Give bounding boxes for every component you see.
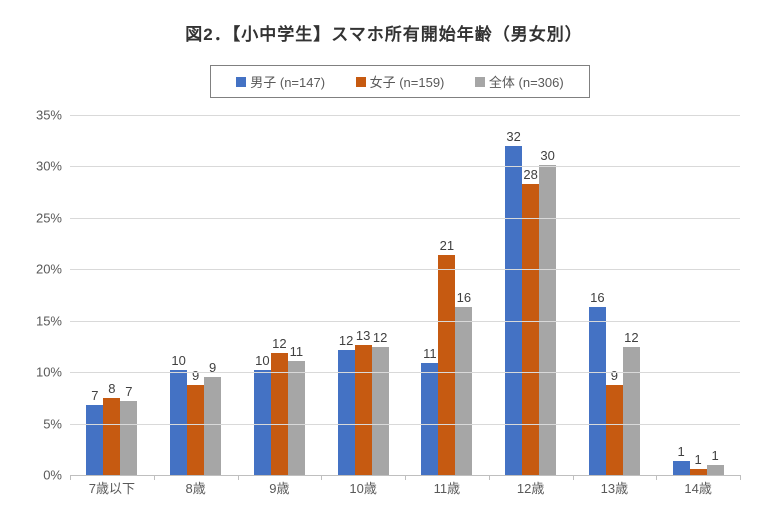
bar-男子: 10 — [254, 370, 271, 475]
bar-value-label: 9 — [611, 368, 618, 383]
legend-swatch-boys — [236, 77, 246, 87]
x-axis-label: 9歳 — [238, 478, 322, 497]
y-axis-label: 20% — [36, 262, 62, 277]
bar-男子: 12 — [338, 350, 355, 475]
bar-value-label: 1 — [712, 448, 719, 463]
y-axis-label: 10% — [36, 365, 62, 380]
bar-value-label: 12 — [272, 336, 286, 351]
y-axis-label: 30% — [36, 159, 62, 174]
bar-group: 16912 — [573, 115, 657, 475]
bar-value-label: 32 — [506, 129, 520, 144]
bar-男子: 16 — [589, 307, 606, 475]
chart-container: 図2．【小中学生】スマホ所有開始年齢（男女別） 男子 (n=147) 女子 (n… — [0, 0, 768, 527]
bar-value-label: 30 — [540, 148, 554, 163]
legend-label-girls: 女子 (n=159) — [370, 72, 445, 91]
bar-男子: 7 — [86, 405, 103, 475]
bar-group: 322830 — [489, 115, 573, 475]
bar-value-label: 7 — [125, 384, 132, 399]
y-axis-label: 0% — [43, 468, 62, 483]
legend-item-boys: 男子 (n=147) — [236, 72, 325, 91]
bar-value-label: 10 — [255, 353, 269, 368]
plot-area: 787109910121112131211211632283016912111 … — [70, 115, 740, 476]
bar-value-label: 1 — [678, 444, 685, 459]
x-axis-label: 7歳以下 — [70, 478, 154, 497]
y-axis-label: 25% — [36, 210, 62, 225]
bar-value-label: 13 — [356, 328, 370, 343]
bar-男子: 1 — [673, 461, 690, 475]
bar-value-label: 16 — [457, 290, 471, 305]
x-axis-label: 10歳 — [321, 478, 405, 497]
bar-女子: 1 — [690, 469, 707, 475]
grid-line — [70, 166, 740, 167]
bar-value-label: 11 — [423, 346, 437, 361]
bar-男子: 11 — [421, 363, 438, 475]
bar-女子: 12 — [271, 353, 288, 475]
bar-value-label: 10 — [171, 353, 185, 368]
grid-line — [70, 424, 740, 425]
legend-label-all: 全体 (n=306) — [489, 72, 564, 91]
x-axis-label: 11歳 — [405, 478, 489, 497]
bar-女子: 8 — [103, 398, 120, 475]
bars-area: 787109910121112131211211632283016912111 — [70, 115, 740, 475]
bar-全体: 12 — [372, 347, 389, 475]
bar-全体: 16 — [455, 307, 472, 475]
bar-全体: 9 — [204, 377, 221, 475]
bar-女子: 21 — [438, 255, 455, 475]
y-axis-label: 5% — [43, 416, 62, 431]
bar-group: 112116 — [405, 115, 489, 475]
x-axis-label: 13歳 — [573, 478, 657, 497]
bar-value-label: 8 — [108, 381, 115, 396]
x-tick — [740, 475, 741, 480]
bar-group: 121312 — [321, 115, 405, 475]
bar-全体: 11 — [288, 361, 305, 475]
legend-swatch-girls — [356, 77, 366, 87]
legend-item-girls: 女子 (n=159) — [356, 72, 445, 91]
bar-group: 101211 — [238, 115, 322, 475]
bar-男子: 10 — [170, 370, 187, 475]
bar-value-label: 9 — [192, 368, 199, 383]
legend-swatch-all — [475, 77, 485, 87]
bar-value-label: 1 — [695, 452, 702, 467]
bar-value-label: 28 — [523, 167, 537, 182]
y-axis-label: 35% — [36, 108, 62, 123]
chart-title: 図2．【小中学生】スマホ所有開始年齢（男女別） — [0, 0, 768, 55]
bar-value-label: 11 — [290, 344, 304, 359]
bar-value-label: 21 — [440, 238, 454, 253]
bar-女子: 9 — [187, 385, 204, 476]
legend-item-all: 全体 (n=306) — [475, 72, 564, 91]
y-axis-label: 15% — [36, 313, 62, 328]
bar-value-label: 16 — [590, 290, 604, 305]
legend-label-boys: 男子 (n=147) — [250, 72, 325, 91]
x-axis-label: 14歳 — [656, 478, 740, 497]
bar-value-label: 12 — [624, 330, 638, 345]
bar-group: 787 — [70, 115, 154, 475]
grid-line — [70, 115, 740, 116]
bar-女子: 9 — [606, 385, 623, 476]
grid-line — [70, 269, 740, 270]
bar-全体: 12 — [623, 347, 640, 475]
bar-女子: 13 — [355, 345, 372, 475]
bar-女子: 28 — [522, 184, 539, 475]
bar-全体: 7 — [120, 401, 137, 475]
bar-group: 1099 — [154, 115, 238, 475]
bar-value-label: 7 — [91, 388, 98, 403]
grid-line — [70, 372, 740, 373]
legend: 男子 (n=147) 女子 (n=159) 全体 (n=306) — [210, 65, 590, 98]
bar-男子: 32 — [505, 146, 522, 475]
bar-value-label: 12 — [339, 333, 353, 348]
bar-全体: 1 — [707, 465, 724, 475]
x-axis-labels: 7歳以下8歳9歳10歳11歳12歳13歳14歳 — [70, 478, 740, 497]
grid-line — [70, 321, 740, 322]
bar-group: 111 — [656, 115, 740, 475]
grid-line — [70, 218, 740, 219]
bar-value-label: 12 — [373, 330, 387, 345]
x-axis-label: 8歳 — [154, 478, 238, 497]
x-axis-label: 12歳 — [489, 478, 573, 497]
